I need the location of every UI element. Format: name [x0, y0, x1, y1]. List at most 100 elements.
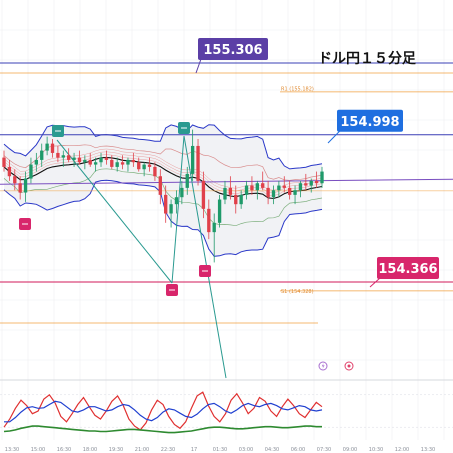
x-tick-label: 19:30 — [109, 447, 123, 453]
candle-body — [223, 187, 227, 200]
candle-body — [50, 143, 55, 153]
trend-channel-line — [0, 178, 453, 185]
candle-body — [298, 183, 303, 191]
candle-body — [77, 157, 82, 163]
osc-series-2 — [3, 425, 322, 434]
candle-body — [320, 171, 324, 184]
candle-body — [190, 145, 195, 174]
candle-body — [207, 208, 211, 233]
candle-body — [314, 180, 319, 184]
candle-body — [244, 185, 249, 195]
candle-body — [234, 194, 238, 205]
event-icon[interactable] — [344, 361, 354, 371]
candle-body — [304, 183, 308, 186]
candle-body — [142, 164, 146, 170]
trend-lines — [56, 135, 227, 379]
x-tick-label: 04:30 — [265, 447, 279, 453]
price-pill-2 — [377, 257, 439, 279]
price-label-0: 155.306 — [203, 43, 262, 58]
x-tick-label: 21:00 — [135, 447, 149, 453]
candle-body — [250, 185, 254, 191]
x-tick-label: 13:30 — [5, 447, 19, 453]
lightning-glyph — [321, 363, 325, 369]
candle-body — [93, 162, 98, 165]
price-label-1: 154.998 — [340, 115, 399, 130]
trendline-up — [171, 135, 185, 284]
candle-body — [158, 176, 162, 195]
candle-body — [217, 199, 222, 223]
chart-icons — [318, 361, 354, 371]
band-upper-inner — [3, 144, 323, 181]
price-pill-1 — [337, 109, 403, 132]
x-tick-label: 16:30 — [57, 447, 71, 453]
candle-body — [266, 187, 270, 198]
band-lower-outer — [3, 179, 323, 257]
candle-body — [99, 157, 103, 163]
candle-body — [7, 166, 12, 177]
x-tick-label: 10:30 — [369, 447, 383, 453]
price-pill-pointer-0 — [195, 58, 202, 74]
x-tick-label: 13:30 — [421, 447, 435, 453]
candle-body — [34, 159, 39, 165]
candle-body — [61, 155, 65, 158]
candle-body — [196, 145, 200, 181]
candle-body — [56, 152, 60, 158]
candle-body — [110, 159, 114, 167]
candlesticks — [2, 129, 324, 263]
price-labels: 155.306 154.998 154.366 — [195, 38, 439, 288]
candle-body — [271, 190, 276, 198]
horizontal-levels: R1 (155.182) S1 (154.328) — [0, 62, 453, 324]
candle-body — [185, 173, 189, 188]
candle-body — [153, 166, 157, 177]
candle-body — [72, 157, 76, 160]
candle-body — [126, 159, 130, 165]
x-tick-label: 03:00 — [239, 447, 253, 453]
candle-body — [29, 164, 33, 179]
candle-body — [180, 187, 184, 198]
band-lower-inner — [3, 168, 323, 227]
candle-body — [83, 159, 87, 163]
chart-title: ドル円１５分足 — [318, 51, 417, 67]
candle-body — [293, 190, 297, 195]
price-pill-pointer-2 — [369, 277, 381, 288]
candle-body — [228, 187, 233, 195]
candle-body — [169, 204, 173, 214]
x-tick-label: 06:00 — [291, 447, 305, 453]
price-pill-0 — [198, 38, 268, 60]
candle-body — [67, 155, 71, 160]
oscillator-panel — [0, 391, 453, 434]
candle-body — [45, 143, 49, 151]
candle-body — [40, 150, 44, 160]
x-tick-label: 17 — [191, 447, 197, 453]
candle-body — [212, 222, 216, 233]
lightning-icon[interactable] — [318, 361, 328, 371]
candle-body — [282, 185, 286, 188]
candle-body — [261, 183, 265, 188]
candle-body — [104, 157, 109, 160]
x-tick-label: 12:00 — [395, 447, 409, 453]
price-label-2: 154.366 — [378, 262, 437, 277]
osc-series-0 — [3, 391, 323, 431]
x-tick-label: 18:00 — [83, 447, 97, 453]
level-r1-label: R1 (155.182) — [281, 86, 314, 92]
candle-body — [164, 194, 168, 214]
candle-body — [13, 176, 17, 184]
candle-body — [88, 159, 92, 165]
candle-body — [309, 180, 313, 186]
x-tick-label: 01:30 — [213, 447, 227, 453]
candle-body — [277, 185, 281, 191]
trendline-down-2 — [183, 135, 227, 379]
signal-markers — [19, 122, 211, 296]
candle-body — [201, 180, 206, 209]
x-tick-label: 22:30 — [161, 447, 175, 453]
x-tick-label: 15:00 — [31, 447, 45, 453]
candle-body — [115, 162, 119, 167]
trendline-down — [56, 139, 173, 284]
level-s1-label: S1 (154.328) — [281, 289, 314, 295]
x-tick-label: 09:00 — [343, 447, 357, 453]
candle-body — [131, 159, 136, 163]
moving-average — [3, 156, 323, 200]
price-pill-pointer-1 — [327, 130, 341, 144]
x-tick-label: 07:30 — [317, 447, 331, 453]
